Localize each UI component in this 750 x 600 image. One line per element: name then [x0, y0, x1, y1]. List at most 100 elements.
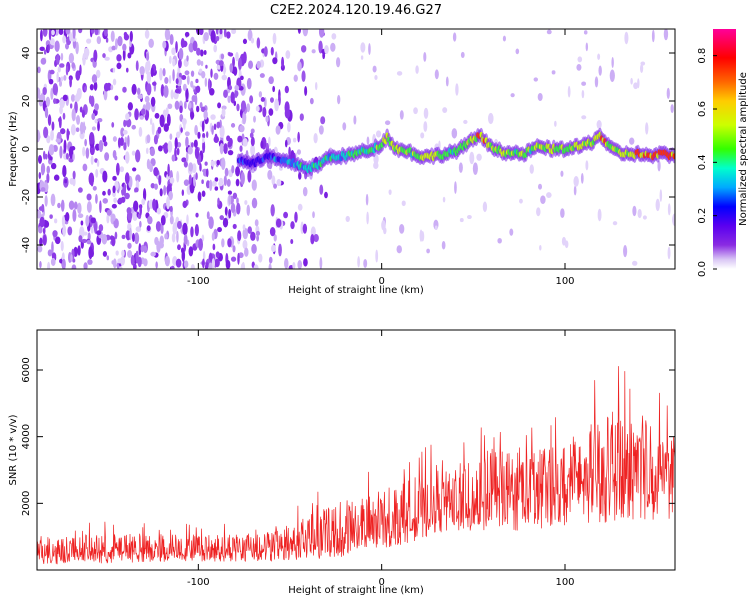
spectrogram-noise-cell: [324, 45, 329, 55]
spectrogram-noise-cell: [93, 81, 98, 91]
spectrogram-noise-cell: [48, 29, 52, 41]
spectrogram-noise-cell: [48, 144, 55, 156]
spectrogram-noise-cell: [166, 113, 171, 127]
spectrogram-noise-cell: [135, 60, 139, 72]
spectrogram-noise-cell: [79, 131, 85, 140]
spectrogram-noise-cell: [131, 150, 136, 156]
spectrogram-noise-cell: [244, 247, 249, 257]
spectrogram-noise-cell: [208, 262, 213, 269]
spectrogram-noise-cell: [583, 30, 588, 35]
spectrogram-noise-cell: [122, 86, 127, 93]
spectrogram-noise-cell: [297, 29, 301, 34]
spectrogram-noise-cell: [442, 196, 446, 203]
spectrogram-noise-cell: [292, 262, 296, 269]
spectrogram-noise-cell: [185, 136, 189, 148]
spectrogram-noise-cell: [284, 101, 290, 114]
spectrogram-noise-cell: [256, 234, 260, 242]
spectrogram-noise-cell: [651, 29, 655, 43]
spectrogram-noise-cell: [62, 35, 67, 44]
spectrogram-noise-cell: [76, 114, 81, 125]
spectrogram-noise-cell: [246, 77, 252, 90]
spectrogram-noise-cell: [322, 52, 326, 60]
spectrogram-noise-cell: [39, 237, 43, 247]
spectrogram-noise-cell: [310, 233, 315, 245]
spectrogram-noise-cell: [104, 152, 110, 161]
spectrogram-noise-cell: [227, 150, 234, 156]
spectrogram-noise-cell: [146, 71, 152, 84]
spectrogram-noise-cell: [529, 164, 534, 174]
spectrogram-noise-cell: [44, 195, 48, 207]
spectrogram-noise-cell: [102, 53, 106, 59]
spectrogram-noise-cell: [655, 198, 660, 212]
spectrogram-noise-cell: [172, 222, 178, 235]
spectrogram-noise-cell: [196, 59, 202, 66]
spectrogram-noise-cell: [41, 163, 46, 175]
spectrogram-noise-cell: [75, 127, 80, 133]
spectrogram-noise-cell: [122, 129, 128, 135]
spectrogram-noise-cell: [175, 258, 182, 268]
spectrogram-noise-cell: [132, 167, 137, 172]
spectrogram-noise-cell: [139, 115, 144, 120]
spectrogram-noise-cell: [96, 159, 100, 168]
spectrogram-noise-cell: [162, 68, 166, 77]
spectrogram-noise-cell: [137, 93, 144, 100]
spectrogram-noise-cell: [167, 140, 173, 153]
spectrogram-y-tick-label: 20: [21, 95, 32, 108]
spectrogram-noise-cell: [57, 66, 61, 73]
spectrogram-noise-cell: [319, 184, 324, 195]
spectrogram-noise-cell: [560, 208, 565, 219]
spectrogram-noise-cell: [368, 43, 371, 56]
spectrogram-noise-cell: [93, 220, 98, 234]
colorbar-label: Normalized spectral amplitude: [738, 72, 749, 226]
spectrogram-noise-cell: [210, 114, 216, 120]
spectrogram-noise-cell: [573, 185, 577, 196]
spectrogram-noise-cell: [134, 187, 139, 193]
snr-frame: [36, 329, 676, 571]
spectrogram-noise-cell: [131, 124, 136, 130]
spectrogram-noise-cell: [246, 204, 251, 216]
spectrogram-noise-cell: [164, 77, 169, 84]
spectrogram-noise-cell: [273, 234, 277, 242]
spectrogram-noise-cell: [42, 86, 47, 96]
spectrogram-noise-cell: [242, 111, 247, 125]
spectrogram-noise-cell: [375, 130, 382, 138]
spectrogram-noise-cell: [68, 146, 74, 159]
spectrogram-noise-cell: [90, 217, 96, 224]
spectrogram-noise-cell: [90, 176, 94, 187]
spectrogram-noise-cell: [38, 172, 42, 180]
spectrogram-noise-cell: [222, 217, 229, 228]
spectrogram-noise-cell: [434, 225, 438, 230]
spectrogram-noise-cell: [577, 56, 583, 63]
spectrogram-noise-cell: [196, 47, 201, 56]
spectrogram-noise-cell: [244, 200, 248, 205]
spectrogram-noise-cell: [171, 154, 176, 162]
spectrogram-noise-cell: [581, 81, 587, 86]
spectrogram-noise-cell: [37, 87, 41, 99]
spectrogram-noise-cell: [612, 221, 618, 226]
spectrogram-noise-cell: [43, 220, 50, 228]
spectrogram-noise-cell: [176, 147, 180, 156]
spectrogram-noise-cell: [62, 112, 66, 120]
spectrogram-noise-cell: [145, 53, 150, 62]
spectrogram-noise-cell: [127, 250, 133, 258]
spectrogram-noise-cell: [156, 207, 162, 215]
spectrogram-noise-cell: [420, 132, 425, 139]
spectrogram-noise-cell: [186, 55, 189, 62]
spectrogram-noise-cell: [202, 132, 206, 139]
spectrogram-noise-cell: [70, 94, 76, 102]
spectrogram-noise-cell: [54, 236, 61, 245]
spectrogram-noise-cell: [337, 94, 341, 105]
spectrogram-noise-cell: [71, 108, 76, 122]
spectrogram-noise-cell: [237, 230, 242, 242]
spectrogram-noise-cell: [124, 151, 130, 164]
spectrogram-noise-cell: [510, 93, 515, 98]
spectrogram-noise-cell: [220, 53, 225, 60]
spectrogram-noise-cell: [138, 243, 142, 256]
spectrogram-noise-cell: [538, 183, 543, 190]
spectrogram-noise-cell: [49, 214, 53, 219]
spectrogram-noise-cell: [211, 180, 217, 187]
spectrogram-noise-cell: [239, 125, 245, 133]
spectrogram-noise-cell: [169, 205, 173, 213]
spectrogram-noise-cell: [88, 131, 95, 145]
spectrogram-noise-cell: [114, 155, 118, 161]
